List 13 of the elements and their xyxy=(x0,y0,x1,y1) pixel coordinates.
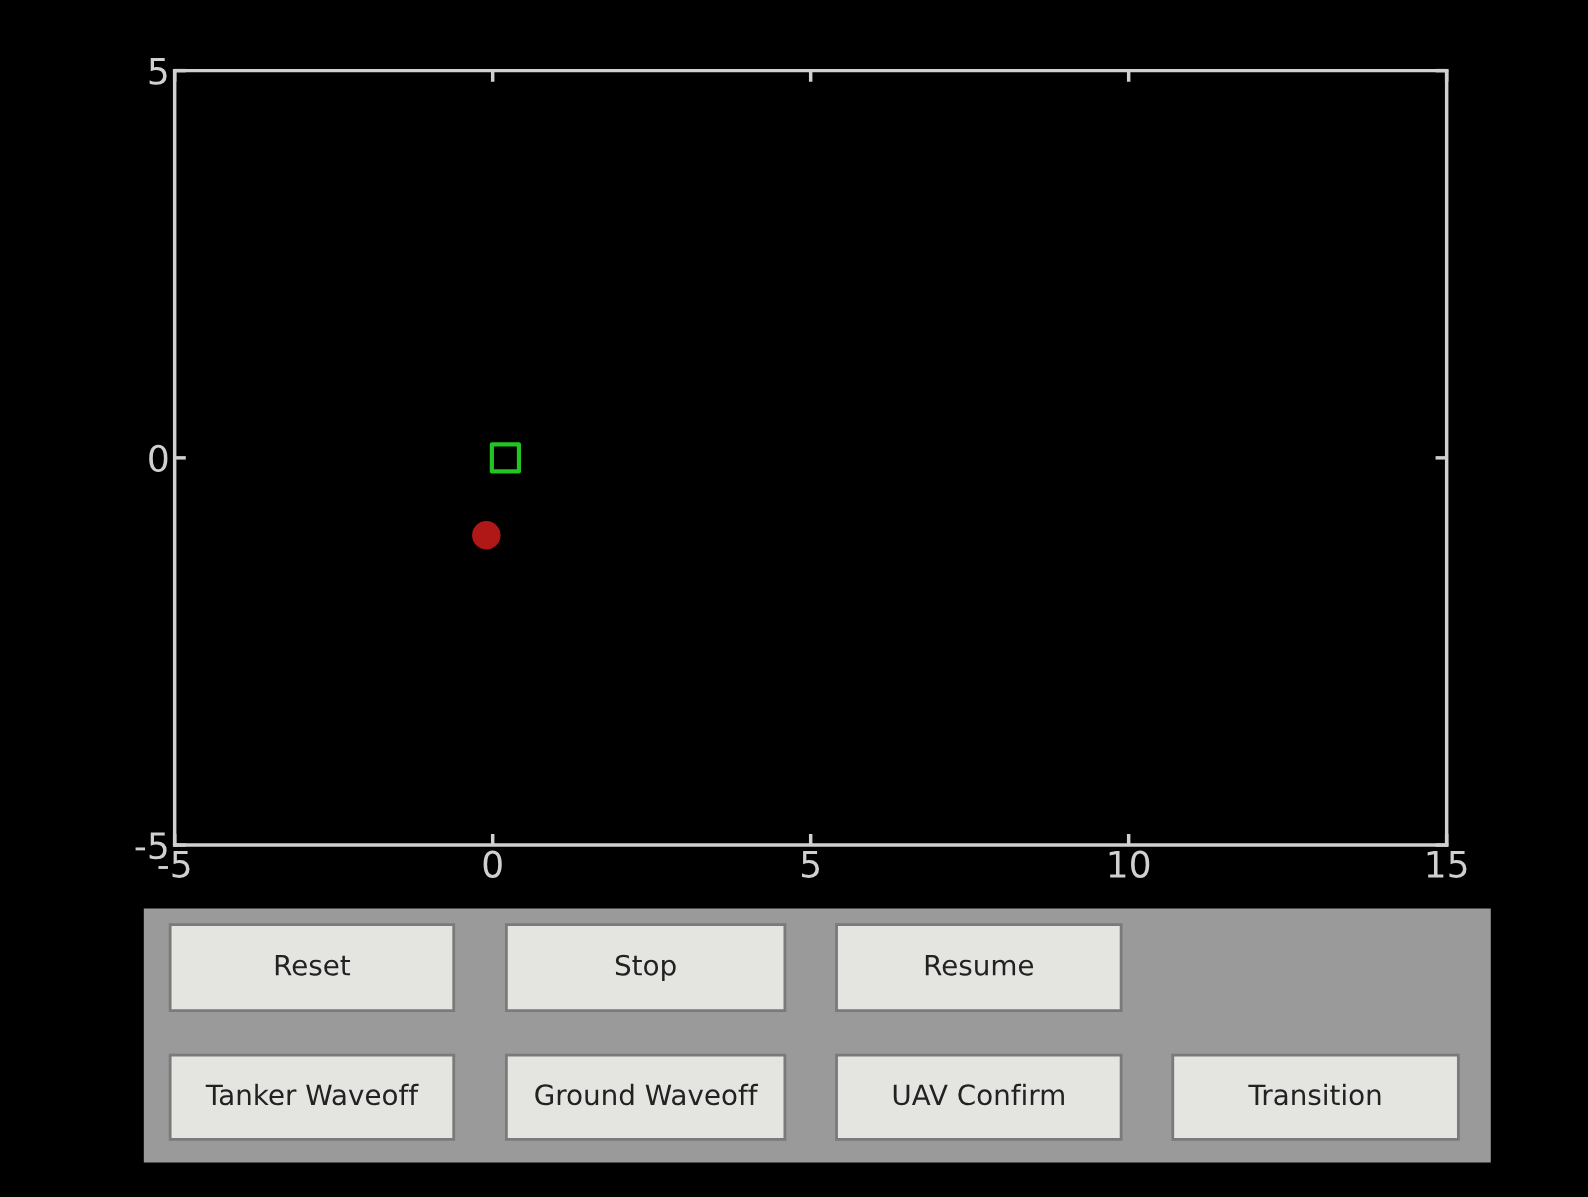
x-tick-label: 10 xyxy=(1109,850,1150,878)
x-tick-label: 15 xyxy=(1427,851,1467,878)
text: UAV Confirm xyxy=(893,1083,1064,1106)
text: Reset xyxy=(275,955,351,976)
x-tick-label: 5 xyxy=(801,851,820,878)
text: Stop xyxy=(615,954,676,982)
text: Tanker Waveoff xyxy=(205,1083,419,1106)
x-tick-label: 0 xyxy=(483,850,502,878)
text: Transition xyxy=(1248,1083,1381,1106)
text: Resume xyxy=(925,955,1034,976)
y-tick-label: 0 xyxy=(149,444,168,473)
text: Ground Waveoff xyxy=(535,1083,759,1106)
y-tick-label: 5 xyxy=(149,58,167,85)
